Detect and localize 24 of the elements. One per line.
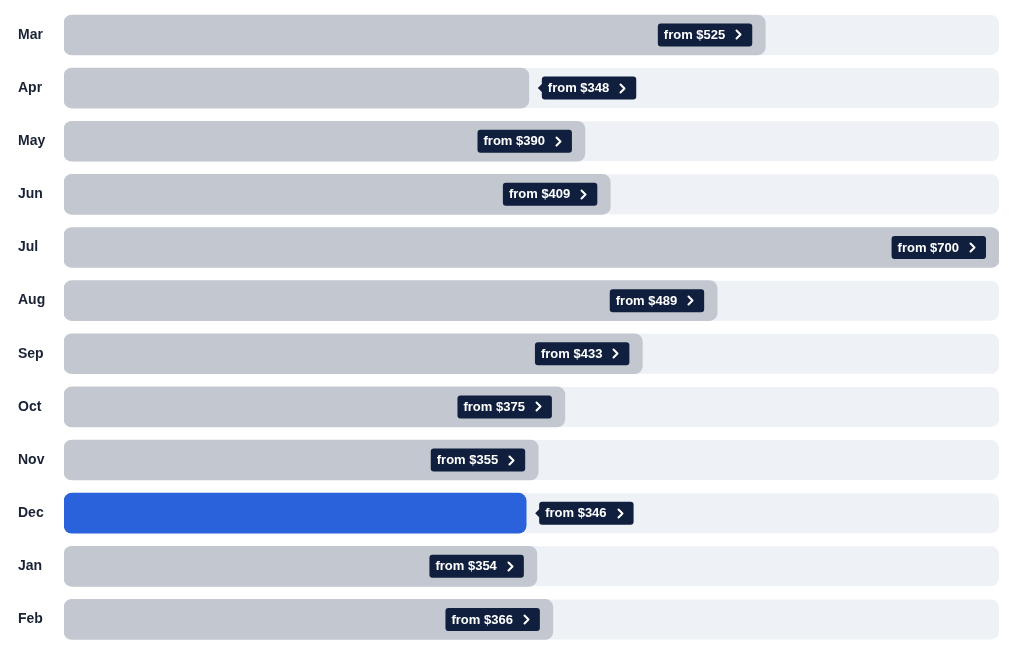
data-label: from $409 xyxy=(508,186,571,202)
y-tick-label: Sep xyxy=(18,344,44,361)
y-tick-label: Feb xyxy=(18,610,43,627)
data-label: from $348 xyxy=(547,80,610,96)
data-label: from $700 xyxy=(897,239,959,255)
data-label: from $525 xyxy=(663,27,726,43)
y-tick-label: Jan xyxy=(18,557,43,574)
data-label: from $355 xyxy=(436,452,499,468)
data-label: from $390 xyxy=(483,133,545,149)
y-tick-label: Aug xyxy=(18,291,46,308)
y-tick-label: Jul xyxy=(18,238,39,255)
data-label: from $346 xyxy=(545,505,607,521)
data-label: from $489 xyxy=(615,292,678,308)
data-label: from $354 xyxy=(435,558,498,574)
y-tick-label: Apr xyxy=(18,78,43,95)
data-label: from $366 xyxy=(451,611,513,627)
y-tick-label: May xyxy=(18,132,46,149)
y-tick-label: Dec xyxy=(18,504,44,521)
y-tick-label: Oct xyxy=(18,397,42,414)
y-tick-label: Jun xyxy=(18,185,43,202)
data-label: from $375 xyxy=(463,398,525,414)
y-tick-label: Nov xyxy=(18,450,45,467)
y-tick-label: Mar xyxy=(18,25,44,42)
data-label: from $433 xyxy=(540,345,603,361)
